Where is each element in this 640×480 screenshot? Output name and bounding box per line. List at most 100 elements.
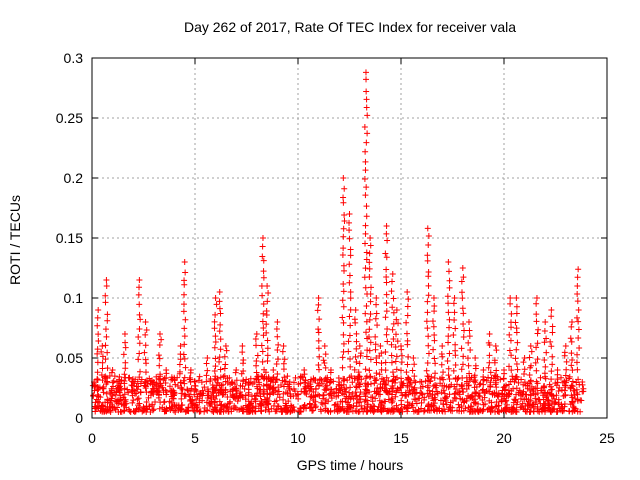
data-point	[470, 408, 477, 415]
data-point	[217, 310, 224, 317]
data-point	[389, 408, 396, 415]
data-point	[378, 408, 385, 415]
data-point	[346, 389, 353, 396]
data-point	[221, 365, 228, 372]
data-point	[357, 350, 364, 357]
data-point	[216, 358, 223, 365]
data-point	[418, 399, 425, 406]
data-point	[349, 379, 356, 386]
data-point	[340, 199, 347, 206]
data-point	[430, 397, 437, 404]
data-point	[345, 338, 352, 345]
data-point	[388, 359, 395, 366]
data-point	[506, 363, 513, 370]
data-point	[568, 323, 575, 330]
data-point	[451, 317, 458, 324]
peak-data-point	[336, 379, 343, 385]
data-point	[543, 335, 550, 342]
data-point	[460, 274, 467, 281]
data-point	[442, 395, 449, 402]
y-tick-label: 0.2	[64, 170, 84, 186]
data-point	[137, 368, 144, 375]
data-point	[574, 391, 581, 398]
data-point	[438, 389, 445, 396]
data-point	[426, 387, 433, 394]
data-point	[430, 323, 437, 330]
data-point	[122, 339, 129, 346]
peak-data-point	[393, 307, 400, 313]
data-point	[258, 282, 265, 289]
data-point	[316, 353, 323, 360]
data-point	[521, 379, 528, 386]
data-point	[363, 249, 370, 256]
data-point	[147, 378, 154, 385]
data-point	[465, 392, 472, 399]
data-point	[181, 341, 188, 348]
data-point	[270, 402, 277, 409]
data-point	[566, 408, 573, 415]
data-point	[206, 402, 213, 409]
peak-data-point	[198, 391, 205, 397]
data-point	[337, 387, 344, 394]
data-point	[460, 320, 467, 327]
data-point	[526, 386, 533, 393]
data-point	[316, 383, 323, 390]
data-point	[121, 385, 128, 392]
data-point	[444, 293, 451, 300]
data-point	[181, 380, 188, 387]
data-point	[363, 76, 370, 83]
peak-data-point	[501, 367, 507, 373]
data-point	[212, 363, 219, 370]
data-point	[219, 381, 226, 388]
data-point	[540, 390, 547, 397]
data-point	[366, 326, 373, 333]
x-tick-label: 25	[599, 430, 615, 446]
data-point	[460, 407, 467, 414]
data-point	[395, 320, 402, 327]
data-point	[465, 404, 472, 411]
data-point	[162, 380, 169, 387]
data-point	[105, 407, 112, 414]
data-point	[95, 393, 102, 400]
data-point	[160, 399, 167, 406]
peak-data-point	[554, 367, 561, 373]
data-point	[222, 378, 229, 385]
data-point	[372, 346, 379, 353]
data-point	[103, 380, 110, 387]
data-point	[388, 288, 395, 295]
data-point	[89, 382, 96, 389]
data-point	[522, 382, 529, 389]
data-point	[340, 381, 347, 388]
data-point	[145, 394, 152, 401]
data-point	[405, 296, 412, 303]
data-point	[475, 401, 482, 408]
data-point	[280, 383, 287, 390]
data-point	[477, 380, 484, 387]
data-point	[423, 318, 430, 325]
data-point	[193, 388, 200, 395]
data-point	[260, 324, 267, 331]
grid-lines	[92, 58, 607, 418]
data-point	[545, 404, 552, 411]
data-point	[394, 385, 401, 392]
data-point	[467, 347, 474, 354]
data-point	[445, 372, 452, 379]
data-point	[485, 374, 492, 381]
data-point	[158, 382, 165, 389]
data-point	[315, 391, 322, 398]
peak-data-point	[575, 266, 582, 273]
data-point	[396, 408, 403, 415]
data-point	[451, 383, 458, 390]
data-point	[181, 301, 188, 308]
data-point	[563, 366, 570, 373]
data-point	[383, 308, 390, 315]
data-point	[568, 392, 575, 399]
data-point	[461, 327, 468, 334]
data-point	[260, 301, 267, 308]
data-point	[213, 392, 220, 399]
peak-data-point	[568, 319, 575, 325]
data-point	[362, 366, 369, 373]
data-point	[372, 333, 379, 340]
data-point	[198, 379, 205, 386]
peak-data-point	[103, 277, 110, 283]
